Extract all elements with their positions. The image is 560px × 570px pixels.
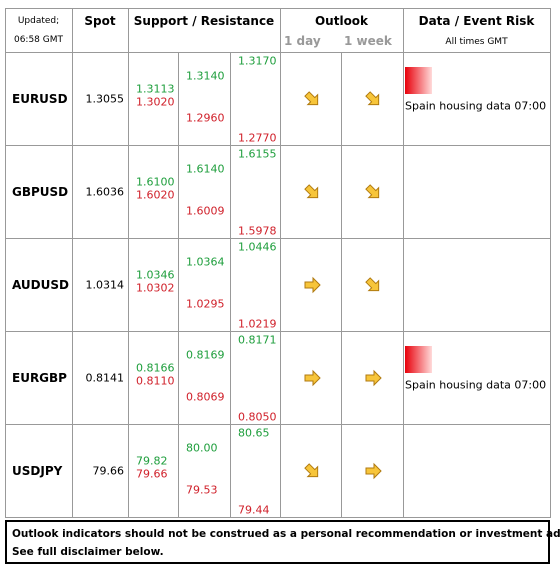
resistance: 1.6100 xyxy=(136,175,175,189)
event-text: Spain housing data 07:00 xyxy=(405,378,547,392)
disclaimer-text: See full disclaimer below. xyxy=(12,546,164,558)
disclaimer-box xyxy=(5,520,550,564)
header-times: All times GMT xyxy=(445,37,508,47)
pair: EURGBP xyxy=(12,371,67,385)
resistance: 1.3170 xyxy=(238,54,277,68)
outlook-arrow xyxy=(304,369,321,387)
table-line xyxy=(5,145,551,146)
resistance: 0.8171 xyxy=(238,333,277,347)
spot: 1.0314 xyxy=(85,278,125,292)
header-outlook: Outlook xyxy=(314,14,369,28)
spot: 0.8141 xyxy=(85,371,125,385)
table-line xyxy=(128,8,129,517)
resistance: 0.8169 xyxy=(186,348,225,362)
resistance: 80.65 xyxy=(238,426,270,440)
support: 1.0302 xyxy=(136,281,175,295)
pair: USDJPY xyxy=(12,464,63,478)
table-line xyxy=(5,238,551,239)
outlook-arrow xyxy=(365,462,382,480)
table-line xyxy=(178,52,179,517)
support: 1.0295 xyxy=(186,297,225,311)
header-time: 06:58 GMT xyxy=(13,35,64,45)
table-line xyxy=(5,8,6,517)
support: 79.53 xyxy=(186,483,218,497)
event-marker xyxy=(405,346,432,373)
support: 1.5978 xyxy=(238,224,277,238)
header-day: 1 day xyxy=(284,34,321,48)
table-line xyxy=(341,52,342,517)
spot: 1.6036 xyxy=(85,185,125,199)
outlook-arrow xyxy=(365,91,380,106)
support: 0.8069 xyxy=(186,390,225,404)
table-line xyxy=(5,424,551,425)
support: 1.6009 xyxy=(186,204,225,218)
outlook-arrow xyxy=(304,276,321,294)
support: 1.3020 xyxy=(136,95,175,109)
table-line xyxy=(230,52,231,517)
event-marker xyxy=(405,67,432,94)
table-line xyxy=(5,517,551,518)
table-line xyxy=(550,8,551,517)
pair: EURUSD xyxy=(12,92,68,106)
table-line xyxy=(72,8,73,517)
header-spot: Spot xyxy=(84,14,116,28)
support: 1.2960 xyxy=(186,111,225,125)
disclaimer-text: Outlook indicators should not be constru… xyxy=(12,528,560,540)
resistance: 1.6155 xyxy=(238,147,277,161)
support: 0.8050 xyxy=(238,410,277,424)
resistance: 80.00 xyxy=(186,441,218,455)
outlook-arrow xyxy=(365,184,380,199)
resistance: 1.3140 xyxy=(186,69,225,83)
table-line xyxy=(5,331,551,332)
support: 79.44 xyxy=(238,503,270,517)
table-line xyxy=(5,52,551,53)
outlook-arrow xyxy=(304,91,319,106)
table-line xyxy=(280,8,281,517)
pair: GBPUSD xyxy=(12,185,69,199)
table-line xyxy=(403,8,404,517)
header-updated: Updated; xyxy=(17,16,60,26)
resistance: 1.3113 xyxy=(136,82,175,96)
outlook-arrow xyxy=(365,369,382,387)
resistance: 1.0446 xyxy=(238,240,277,254)
header-event: Data / Event Risk xyxy=(418,14,535,28)
header-sr: Support / Resistance xyxy=(133,14,275,28)
support: 1.2770 xyxy=(238,131,277,145)
spot: 79.66 xyxy=(92,464,125,478)
resistance: 1.0346 xyxy=(136,268,175,282)
resistance: 79.82 xyxy=(136,454,168,468)
spot: 1.3055 xyxy=(85,92,125,106)
header-week: 1 week xyxy=(344,34,392,48)
support: 1.6020 xyxy=(136,188,175,202)
resistance: 0.8166 xyxy=(136,361,175,375)
resistance: 1.0364 xyxy=(186,255,225,269)
event-text: Spain housing data 07:00 xyxy=(405,99,547,113)
table-line xyxy=(5,8,551,9)
support: 0.8110 xyxy=(136,374,175,388)
pair: AUDUSD xyxy=(12,278,69,292)
resistance: 1.6140 xyxy=(186,162,225,176)
outlook-arrow xyxy=(365,277,380,292)
outlook-arrow xyxy=(304,184,319,199)
support: 1.0219 xyxy=(238,317,277,331)
support: 79.66 xyxy=(136,467,168,481)
outlook-arrow xyxy=(304,463,319,478)
